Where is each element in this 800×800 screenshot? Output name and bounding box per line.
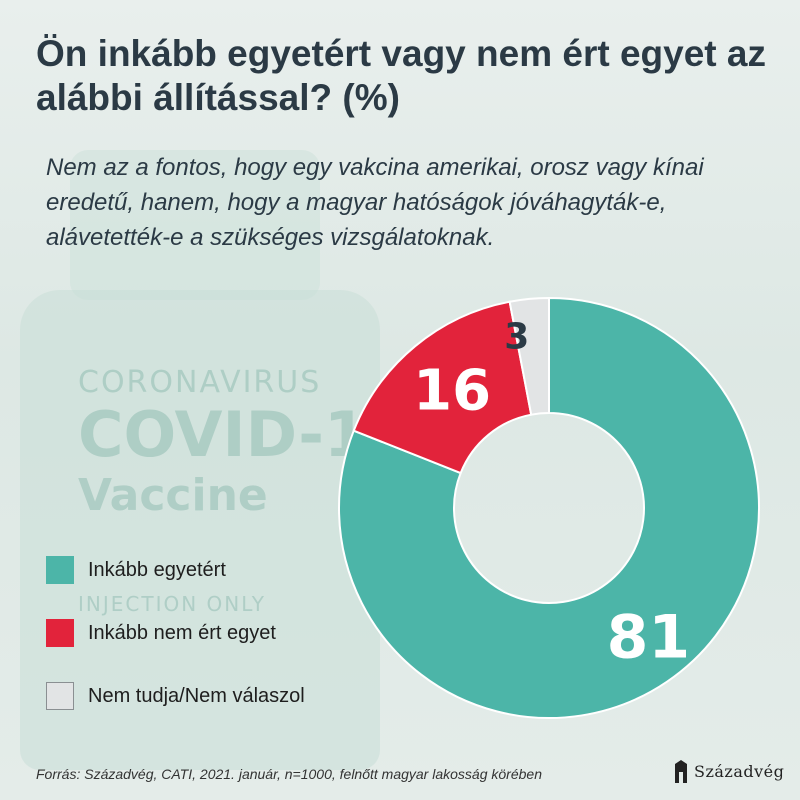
data-label-dont-know: 3 (504, 316, 529, 357)
logo-text: Századvég (694, 761, 785, 781)
chart-subtitle: Nem az a fontos, hogy egy vakcina amerik… (46, 154, 704, 251)
background-text-coronavirus: CORONAVIRUS (78, 365, 322, 400)
legend-swatch-agree (46, 556, 74, 584)
logo-mark-icon (675, 760, 687, 783)
background-text-vaccine: Vaccine (78, 470, 268, 521)
background-text-injection: INJECTION ONLY (78, 592, 266, 616)
donut-slice-disagree (352, 300, 533, 475)
legend-item-agree: Inkább egyetért (46, 555, 305, 585)
data-label-disagree: 16 (413, 358, 491, 423)
vial-cap-shape (70, 150, 320, 300)
legend: Inkább egyetért Inkább nem ért egyet Nem… (46, 555, 305, 744)
legend-label-agree: Inkább egyetért (88, 558, 226, 581)
vial-shape (20, 290, 380, 770)
szazadveg-logo: Századvég (672, 758, 784, 784)
legend-item-dont-know: Nem tudja/Nem válaszol (46, 681, 305, 711)
legend-label-disagree: Inkább nem ért egyet (88, 621, 276, 644)
legend-swatch-dont-know (46, 682, 74, 710)
donut-slice-dont-know (508, 296, 550, 416)
donut-slice-agree (338, 296, 760, 719)
source-note: Forrás: Századvég, CATI, 2021. január, n… (36, 766, 542, 782)
legend-item-disagree: Inkább nem ért egyet (46, 618, 305, 648)
chart-title: Ön inkább egyetért vagy nem ért egyet az… (36, 33, 766, 118)
legend-swatch-disagree (46, 619, 74, 647)
data-label-agree: 81 (607, 603, 691, 673)
legend-label-dont-know: Nem tudja/Nem válaszol (88, 684, 305, 707)
